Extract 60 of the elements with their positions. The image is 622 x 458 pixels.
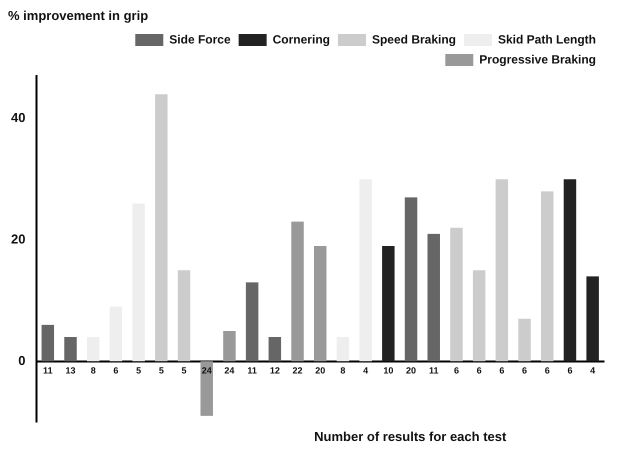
x-tick-label: 6	[454, 365, 459, 376]
bar	[518, 318, 531, 362]
x-tick-label: 20	[406, 365, 416, 376]
x-tick-label: 6	[113, 365, 118, 376]
bar	[86, 337, 100, 362]
legend-label: Side Force	[169, 32, 231, 46]
legend-label: Progressive Braking	[479, 52, 596, 66]
bar	[541, 191, 554, 362]
bar	[155, 94, 168, 362]
bar	[382, 246, 395, 362]
x-tick-label: 11	[428, 365, 438, 376]
x-axis-title: Number of results for each test	[314, 429, 507, 444]
bar	[359, 179, 372, 362]
bar	[223, 330, 236, 362]
bar	[336, 337, 350, 362]
bar	[110, 306, 122, 362]
legend-label: Speed Braking	[372, 32, 456, 46]
bar	[246, 282, 258, 362]
bar	[586, 276, 599, 362]
x-tick-label: 11	[247, 365, 257, 376]
x-tick-label: 11	[43, 365, 53, 376]
bar	[132, 203, 145, 362]
x-tick-label: 5	[182, 365, 187, 376]
bar	[564, 179, 576, 362]
x-tick-label: 20	[315, 365, 326, 376]
bar	[42, 324, 54, 362]
legend-label: Skid Path Length	[498, 32, 596, 46]
x-tick-label: 6	[499, 365, 504, 376]
x-tick-label: 13	[66, 365, 76, 376]
bar	[268, 337, 282, 362]
bar	[404, 197, 418, 362]
bar	[200, 361, 213, 416]
x-tick-label: 6	[522, 365, 528, 376]
x-tick-label: 5	[136, 365, 142, 376]
y-tick-label: 0	[18, 352, 26, 368]
bar	[64, 337, 77, 362]
bar	[450, 228, 463, 362]
x-tick-label: 12	[270, 365, 280, 376]
x-tick-label: 4	[590, 365, 596, 376]
bar	[291, 222, 304, 362]
x-tick-label: 24	[224, 365, 234, 376]
y-tick-label: 20	[10, 231, 26, 246]
x-tick-label: 8	[340, 365, 346, 376]
x-tick-label: 6	[476, 365, 482, 376]
bar	[472, 270, 486, 362]
y-axis-title: % improvement in grip	[8, 8, 150, 25]
x-tick-label: 10	[383, 365, 394, 376]
bar	[314, 246, 326, 362]
x-tick-label: 24	[202, 365, 212, 376]
y-tick-label: 40	[10, 110, 26, 126]
x-tick-label: 8	[90, 365, 96, 376]
x-tick-label: 6	[544, 365, 550, 376]
x-tick-label: 22	[292, 365, 303, 376]
bar	[178, 270, 190, 362]
bar	[427, 234, 440, 362]
legend-label: Cornering	[272, 32, 330, 46]
x-tick-label: 6	[567, 365, 572, 376]
x-tick-label: 5	[158, 365, 164, 376]
x-tick-label: 4	[363, 365, 368, 376]
bar	[496, 179, 508, 362]
